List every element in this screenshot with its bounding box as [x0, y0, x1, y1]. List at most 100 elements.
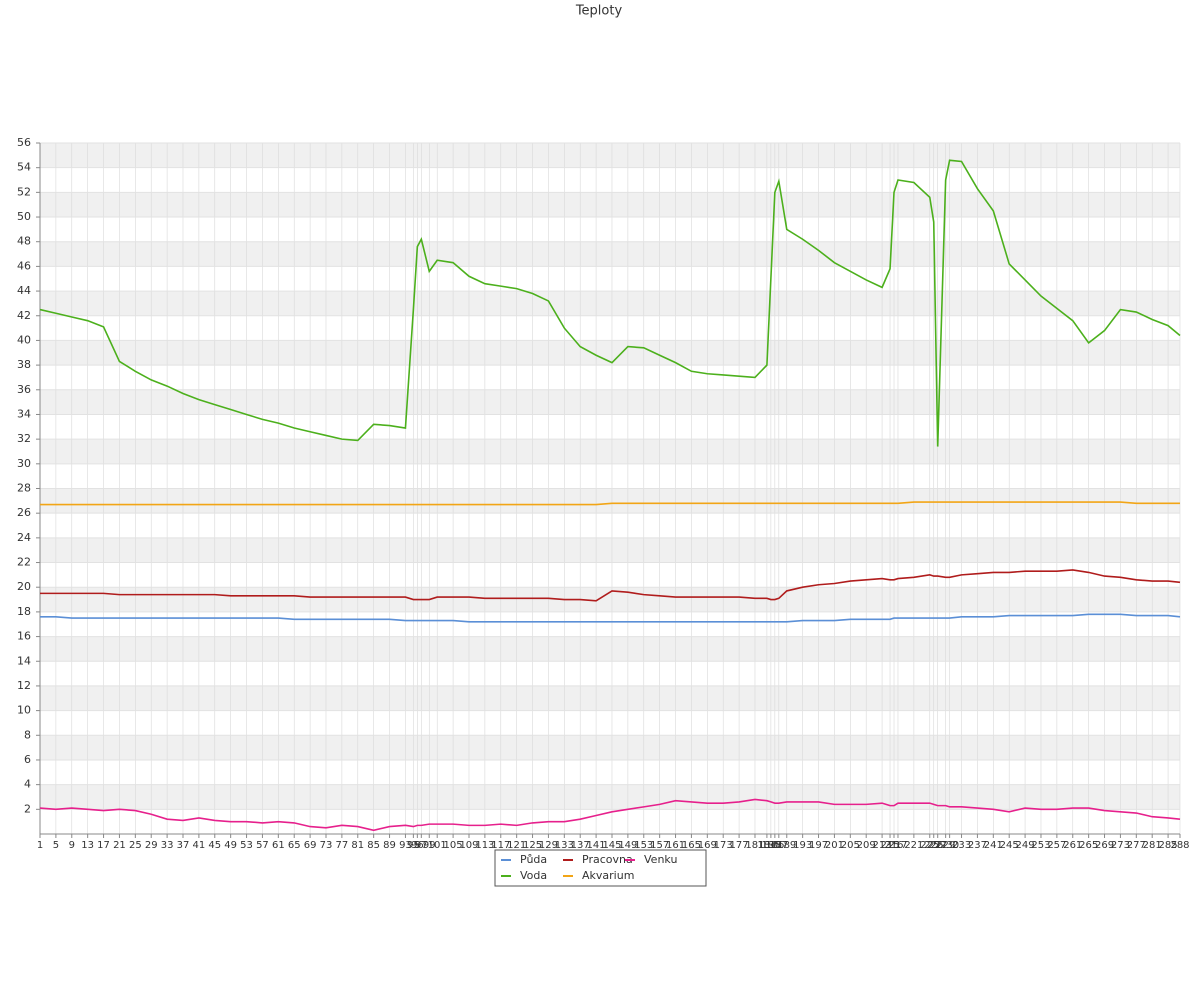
y-tick-label: 14 [17, 654, 31, 667]
x-tick-label: 41 [193, 840, 206, 851]
x-tick-label: 73 [320, 840, 333, 851]
y-tick-label: 12 [17, 679, 31, 692]
x-tick-label: 153 [634, 840, 653, 851]
x-tick-label: 96 [411, 840, 424, 851]
legend-label: Půda [520, 853, 547, 866]
y-tick-label: 16 [17, 630, 31, 643]
x-tick-label: 141 [587, 840, 606, 851]
x-tick-label: 261 [1063, 840, 1082, 851]
x-tick-label: 273 [1111, 840, 1130, 851]
y-tick-label: 42 [17, 309, 31, 322]
x-tick-label: 285 [1159, 840, 1178, 851]
plot-bands [40, 143, 1180, 810]
y-tick-label: 24 [17, 531, 31, 544]
x-tick-label: 157 [650, 840, 669, 851]
plot-band [40, 192, 1180, 218]
x-tick-label: 49 [224, 840, 237, 851]
x-tick-label: 45 [208, 840, 221, 851]
plot-band [40, 241, 1180, 267]
x-tick-label: 9 [69, 840, 75, 851]
chart-title: Teploty [575, 4, 623, 19]
x-tick-label: 233 [952, 840, 971, 851]
x-tick-label: 53 [240, 840, 253, 851]
x-tick-label: 205 [841, 840, 860, 851]
plot-band [40, 488, 1180, 514]
plot-band [40, 143, 1180, 168]
y-tick-label: 18 [17, 605, 31, 618]
y-tick-label: 6 [24, 753, 31, 766]
x-tick-label: 245 [1000, 840, 1019, 851]
legend-label: Pracovna [582, 853, 633, 866]
x-tick-label: 101 [428, 840, 447, 851]
x-tick-label: 61 [272, 840, 285, 851]
x-tick-label: 93 [399, 840, 412, 851]
x-tick-label: 230 [940, 840, 959, 851]
x-tick-label: 281 [1143, 840, 1162, 851]
x-tick-label: 95 [407, 840, 420, 851]
x-tick-label: 165 [682, 840, 701, 851]
y-tick-label: 22 [17, 556, 31, 569]
legend-label: Venku [644, 853, 677, 866]
x-tick-label: 184 [757, 840, 776, 851]
x-tick-label: 257 [1047, 840, 1066, 851]
x-tick-label: 33 [161, 840, 174, 851]
x-tick-label: 117 [491, 840, 510, 851]
x-tick-label: 181 [745, 840, 764, 851]
y-tick-label: 28 [17, 482, 31, 495]
x-tick-label: 97 [415, 840, 428, 851]
y-tick-label: 2 [24, 802, 31, 815]
x-tick-label: 145 [602, 840, 621, 851]
x-tick-label: 269 [1095, 840, 1114, 851]
x-tick-label: 57 [256, 840, 269, 851]
y-tick-label: 20 [17, 580, 31, 593]
y-tick-label: 46 [17, 259, 31, 272]
y-tick-label: 32 [17, 432, 31, 445]
x-tick-label: 226 [924, 840, 943, 851]
x-tick-label: 17 [97, 840, 110, 851]
x-tick-label: 265 [1079, 840, 1098, 851]
x-tick-label: 225 [920, 840, 939, 851]
x-tick-label: 77 [336, 840, 349, 851]
y-tick-label: 36 [17, 383, 31, 396]
x-tick-label: 89 [383, 840, 396, 851]
plot-band [40, 291, 1180, 316]
x-tick-label: 65 [288, 840, 301, 851]
x-tick-label: 277 [1127, 840, 1146, 851]
x-tick-label: 173 [714, 840, 733, 851]
x-tick-label: 105 [444, 840, 463, 851]
plot-band [40, 784, 1180, 810]
x-tick-label: 186 [765, 840, 784, 851]
plot-band [40, 636, 1180, 662]
x-tick-label: 169 [698, 840, 717, 851]
x-tick-label: 253 [1031, 840, 1050, 851]
y-tick-label: 30 [17, 457, 31, 470]
series-line [40, 501, 1180, 506]
plot-band [40, 685, 1180, 711]
x-tick-label: 125 [523, 840, 542, 851]
legend-label: Voda [520, 869, 547, 882]
x-tick-label: 137 [571, 840, 590, 851]
plot-band [40, 537, 1180, 563]
x-tick-label: 69 [304, 840, 317, 851]
x-tick-label: 5 [53, 840, 59, 851]
x-tick-label: 161 [666, 840, 685, 851]
series-line [39, 159, 1181, 447]
x-tick-label: 99 [423, 840, 436, 851]
x-tick-label: 177 [730, 840, 749, 851]
y-tick-label: 40 [17, 333, 31, 346]
x-tick-label: 227 [928, 840, 947, 851]
x-tick-label: 81 [351, 840, 364, 851]
x-tick-label: 133 [555, 840, 574, 851]
x-tick-label: 129 [539, 840, 558, 851]
x-tick-label: 13 [81, 840, 94, 851]
x-tick-label: 21 [113, 840, 126, 851]
x-tick-label: 187 [769, 840, 788, 851]
x-tick-label: 209 [857, 840, 876, 851]
plot-band [40, 389, 1180, 415]
x-tick-label: 216 [884, 840, 903, 851]
x-tick-label: 201 [825, 840, 844, 851]
y-tick-label: 34 [17, 407, 31, 420]
x-tick-label: 113 [475, 840, 494, 851]
x-tick-label: 241 [984, 840, 1003, 851]
